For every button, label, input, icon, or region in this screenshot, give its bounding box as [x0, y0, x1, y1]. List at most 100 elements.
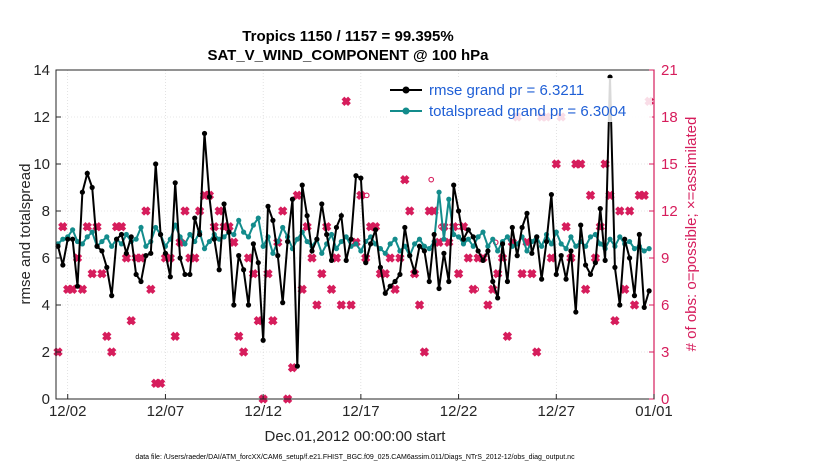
totalspread-point [626, 238, 633, 245]
rmse-point [138, 278, 144, 285]
chart-title-line2: SAT_V_WIND_COMPONENT @ 100 hPa [207, 47, 489, 64]
rmse-point [177, 255, 183, 261]
totalspread-point [304, 238, 310, 245]
totalspread-point [241, 229, 247, 235]
obs-assimilated-marker [317, 269, 327, 279]
rmse-point [358, 175, 364, 181]
rmse-point [392, 278, 398, 285]
right-tick-label: 6 [661, 297, 669, 314]
totalspread-point [294, 236, 300, 242]
x-axis-label: Dec.01,2012 00:00:00 start [265, 428, 447, 445]
totalspread-point [421, 243, 427, 249]
rmse-point [631, 293, 638, 299]
rmse-point [646, 288, 652, 294]
rmse-point [407, 253, 413, 259]
totalspread-point [597, 241, 603, 247]
x-tick-label: 12/07 [147, 403, 185, 420]
obs-assimilated-marker [502, 331, 513, 341]
obs-assimilated-marker [331, 253, 342, 263]
obs-assimilated-marker [97, 269, 107, 279]
obs-assimilated-marker [468, 284, 478, 294]
totalspread-point [426, 246, 432, 252]
totalspread-point [480, 229, 486, 235]
obs-assimilated-marker [385, 253, 395, 263]
right-tick-label: 18 [661, 109, 678, 126]
rmse-point [426, 278, 432, 285]
rmse-point [309, 248, 315, 254]
rmse-point [236, 253, 242, 259]
rmse-point [587, 271, 594, 278]
obs-assimilated-marker [190, 253, 200, 263]
obs-assimilated-marker [307, 253, 317, 263]
obs-assimilated-marker [620, 284, 630, 294]
totalspread-point [539, 243, 545, 249]
left-tick-label: 6 [42, 250, 50, 267]
totalspread-point [475, 234, 481, 240]
x-tick-label: 12/22 [440, 403, 478, 420]
rmse-point [250, 241, 256, 247]
obs-assimilated-marker [326, 284, 337, 294]
rmse-point [299, 182, 305, 188]
rmse-point [255, 260, 261, 266]
totalspread-point [250, 222, 256, 228]
totalspread-point [255, 215, 261, 221]
rmse-point [641, 304, 647, 310]
left-axis-ticks: 0 2 4 6 8 10 12 14 [33, 62, 61, 408]
rmse-point [636, 231, 642, 238]
totalspread-point [123, 231, 129, 238]
totalspread-point [382, 250, 388, 256]
totalspread-point [206, 238, 213, 245]
totalspread-point [485, 243, 491, 249]
rmse-point [441, 250, 447, 256]
obs-assimilated-marker [615, 206, 625, 216]
obs-assimilated-marker [532, 347, 542, 357]
obs-assimilated-marker [136, 253, 146, 263]
rmse-point [382, 290, 388, 296]
totalspread-point [646, 246, 652, 252]
totalspread-point [353, 241, 359, 247]
totalspread-point [568, 234, 574, 240]
totalspread-point [573, 243, 579, 249]
rmse-point [241, 267, 247, 273]
rmse-point [485, 248, 491, 254]
obs-assimilated-marker [517, 269, 527, 279]
totalspread-point [104, 234, 110, 240]
obs-assimilated-marker [624, 206, 635, 216]
totalspread-point [328, 231, 335, 238]
y-axis-left-label: rmse and totalspread [17, 164, 34, 305]
obs-assimilated-marker [380, 269, 390, 279]
obs-assimilated-marker [561, 222, 571, 232]
obs-assimilated-marker [107, 347, 117, 357]
rmse-point [524, 210, 530, 216]
rmse-point [182, 271, 188, 278]
rmse-point [206, 194, 213, 200]
rmse-point [529, 250, 535, 256]
rmse-point [104, 264, 110, 270]
rmse-point [187, 271, 193, 278]
obs-assimilated-marker [243, 253, 254, 263]
totalspread-point [245, 234, 252, 240]
rmse-point [597, 206, 603, 212]
totalspread-point [412, 241, 418, 247]
rmse-point [353, 173, 359, 179]
totalspread-point [617, 234, 623, 240]
totalspread-point [592, 231, 598, 238]
rmse-point [612, 264, 618, 270]
rmse-point [543, 238, 550, 245]
rmse-point [94, 243, 100, 249]
totalspread-point [333, 246, 340, 252]
totalspread-point [133, 236, 139, 242]
totalspread-point [558, 241, 564, 247]
rmse-point [460, 236, 467, 242]
obs-assimilated-marker [341, 96, 351, 106]
rmse-point [348, 236, 354, 242]
x-tick-label: 01/01 [635, 403, 673, 420]
obs-assimilated-marker [253, 316, 263, 326]
rmse-point [402, 224, 408, 231]
totalspread-point [270, 250, 276, 256]
rmse-point [123, 250, 129, 256]
rmse-point [294, 363, 300, 369]
rmse-point [324, 231, 330, 238]
rmse-point [509, 224, 515, 231]
